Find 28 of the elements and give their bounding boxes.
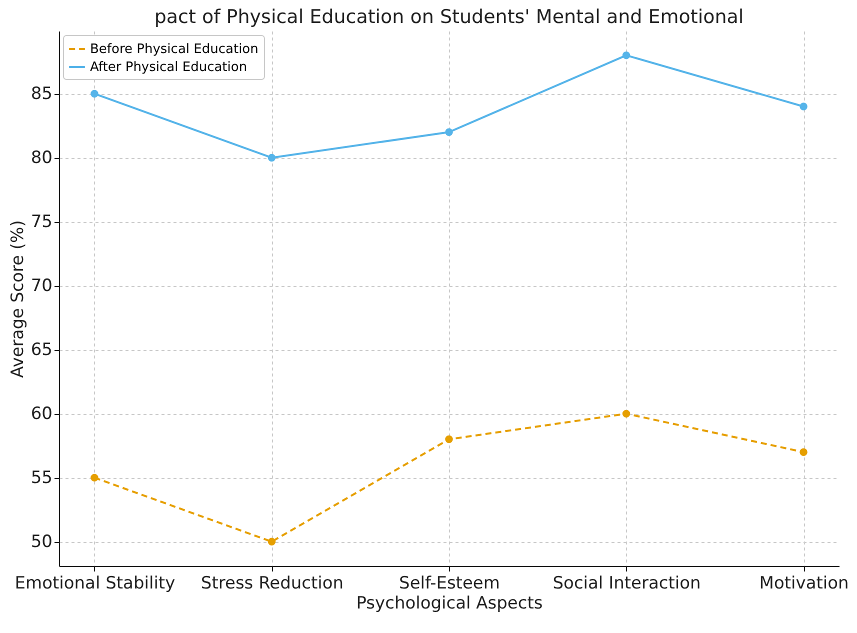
y-tick-label: 55	[30, 468, 52, 488]
x-axis-title: Psychological Aspects	[356, 594, 543, 614]
y-tick-label: 80	[30, 148, 52, 168]
chart-title: pact of Physical Education on Students' Mental and Emotional	[154, 6, 744, 28]
point	[90, 90, 98, 98]
point	[800, 448, 808, 456]
y-tick-label: 85	[30, 84, 52, 104]
x-tick-label: Emotional Stability	[14, 574, 176, 594]
y-tick-label: 75	[30, 212, 52, 232]
point	[800, 102, 808, 110]
point	[445, 128, 453, 136]
point	[90, 474, 98, 482]
x-tick-label: Self-Esteem	[399, 574, 500, 594]
y-tick-label: 70	[30, 276, 52, 296]
point	[622, 410, 630, 418]
y-tick-label: 65	[30, 340, 52, 360]
y-axis-title: Average Score (%)	[8, 220, 28, 378]
x-tick-label: Motivation	[759, 574, 849, 594]
y-tick-label: 50	[30, 532, 52, 552]
x-tick-label: Stress Reduction	[200, 574, 344, 594]
legend-label: Before Physical Education	[90, 42, 258, 57]
point	[445, 435, 453, 444]
point	[622, 51, 630, 60]
point	[268, 538, 276, 546]
x-tick-label: Social Interaction	[552, 574, 701, 594]
legend-label: After Physical Education	[90, 60, 248, 75]
y-tick-label: 60	[30, 404, 52, 424]
point	[268, 154, 276, 162]
